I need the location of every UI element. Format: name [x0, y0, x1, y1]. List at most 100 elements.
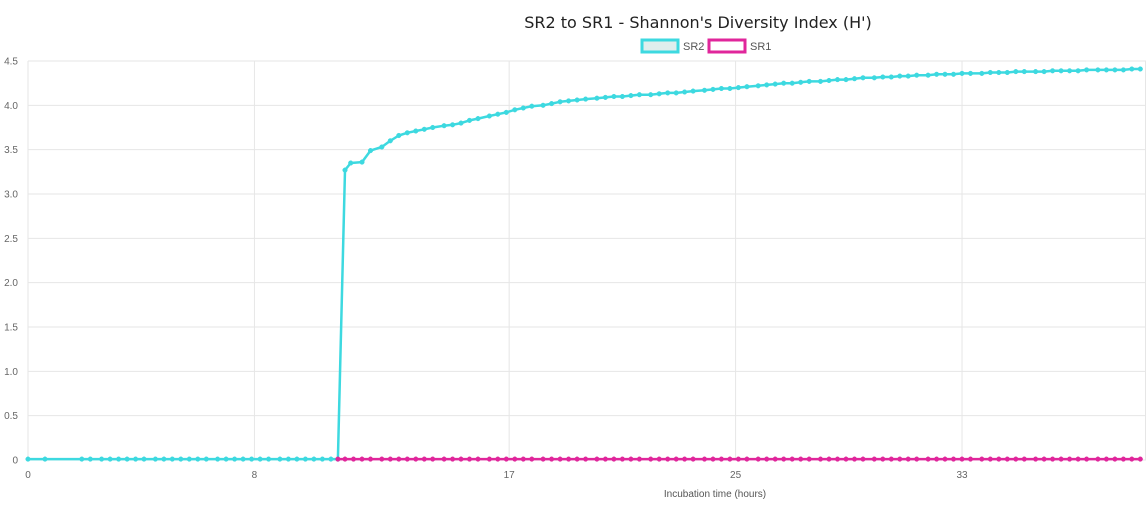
data-point-sr2[interactable]: [772, 81, 778, 87]
data-point-sr1[interactable]: [486, 456, 492, 462]
data-point-sr1[interactable]: [335, 456, 341, 462]
data-point-sr1[interactable]: [557, 456, 563, 462]
data-point-sr2[interactable]: [979, 70, 985, 76]
data-point-sr1[interactable]: [396, 456, 402, 462]
data-point-sr2[interactable]: [602, 94, 608, 100]
data-point-sr2[interactable]: [319, 456, 325, 462]
data-point-sr2[interactable]: [215, 456, 221, 462]
data-point-sr1[interactable]: [690, 456, 696, 462]
data-point-sr1[interactable]: [450, 456, 456, 462]
data-point-sr2[interactable]: [1120, 67, 1126, 73]
data-point-sr2[interactable]: [450, 122, 456, 128]
data-point-sr2[interactable]: [387, 138, 393, 144]
data-point-sr2[interactable]: [682, 89, 688, 95]
data-point-sr2[interactable]: [959, 70, 965, 76]
data-point-sr1[interactable]: [880, 456, 886, 462]
data-point-sr2[interactable]: [79, 456, 85, 462]
data-point-sr1[interactable]: [735, 456, 741, 462]
data-point-sr2[interactable]: [934, 71, 940, 77]
data-point-sr2[interactable]: [107, 456, 113, 462]
data-point-sr1[interactable]: [950, 456, 957, 462]
data-point-sr2[interactable]: [285, 456, 291, 462]
data-point-sr1[interactable]: [1112, 456, 1118, 462]
data-point-sr2[interactable]: [294, 456, 300, 462]
data-point-sr2[interactable]: [1050, 68, 1056, 74]
data-point-sr1[interactable]: [421, 456, 427, 462]
data-point-sr2[interactable]: [843, 77, 849, 83]
data-point-sr2[interactable]: [557, 99, 563, 105]
data-point-sr1[interactable]: [475, 456, 481, 462]
data-point-sr2[interactable]: [203, 456, 209, 462]
data-point-sr1[interactable]: [996, 456, 1002, 462]
data-point-sr2[interactable]: [718, 85, 724, 92]
legend-item-sr1[interactable]: SR1: [707, 38, 771, 54]
data-point-sr2[interactable]: [116, 456, 122, 462]
data-point-sr2[interactable]: [673, 90, 679, 96]
data-point-sr2[interactable]: [1067, 68, 1073, 74]
data-point-sr1[interactable]: [503, 456, 509, 462]
data-point-sr1[interactable]: [367, 456, 374, 462]
data-point-sr1[interactable]: [387, 456, 393, 462]
data-point-sr2[interactable]: [905, 73, 911, 79]
data-point-sr2[interactable]: [880, 74, 886, 80]
data-point-sr2[interactable]: [421, 126, 427, 132]
data-point-sr1[interactable]: [1129, 456, 1135, 462]
data-point-sr2[interactable]: [359, 159, 365, 165]
data-point-sr1[interactable]: [673, 456, 679, 462]
data-point-sr1[interactable]: [744, 456, 750, 462]
data-point-sr2[interactable]: [656, 91, 662, 97]
data-point-sr1[interactable]: [1120, 456, 1126, 462]
data-point-sr2[interactable]: [99, 456, 105, 462]
data-point-sr2[interactable]: [1033, 69, 1039, 75]
data-point-sr1[interactable]: [602, 456, 608, 462]
data-point-sr2[interactable]: [636, 92, 642, 98]
data-point-sr2[interactable]: [1075, 68, 1081, 74]
data-point-sr2[interactable]: [495, 111, 501, 117]
data-point-sr2[interactable]: [860, 75, 866, 81]
data-point-sr2[interactable]: [1041, 69, 1047, 75]
data-point-sr2[interactable]: [42, 456, 48, 462]
data-point-sr1[interactable]: [851, 456, 858, 462]
data-point-sr2[interactable]: [789, 80, 795, 86]
data-point-sr2[interactable]: [1021, 69, 1027, 75]
data-point-sr2[interactable]: [1129, 66, 1135, 72]
data-point-sr2[interactable]: [925, 72, 931, 78]
data-point-sr1[interactable]: [888, 456, 894, 462]
data-point-sr1[interactable]: [458, 456, 464, 462]
data-point-sr2[interactable]: [413, 128, 419, 134]
data-point-sr2[interactable]: [897, 73, 903, 79]
data-point-sr2[interactable]: [152, 456, 158, 462]
data-point-sr2[interactable]: [404, 130, 410, 136]
data-point-sr2[interactable]: [161, 456, 167, 462]
data-point-sr2[interactable]: [1095, 67, 1101, 73]
data-point-sr2[interactable]: [942, 71, 948, 77]
data-point-sr2[interactable]: [486, 113, 492, 119]
data-point-sr1[interactable]: [1004, 456, 1010, 462]
data-point-sr1[interactable]: [583, 456, 589, 462]
data-point-sr1[interactable]: [701, 456, 708, 462]
data-point-sr1[interactable]: [925, 456, 931, 462]
data-point-sr1[interactable]: [512, 456, 518, 462]
data-point-sr1[interactable]: [594, 456, 600, 462]
data-point-sr2[interactable]: [302, 456, 308, 462]
data-point-sr2[interactable]: [744, 84, 750, 90]
data-point-sr2[interactable]: [628, 93, 634, 99]
data-point-sr2[interactable]: [141, 456, 147, 462]
data-point-sr1[interactable]: [665, 456, 671, 462]
data-point-sr1[interactable]: [566, 456, 572, 462]
data-point-sr2[interactable]: [583, 96, 589, 102]
data-point-sr2[interactable]: [888, 74, 894, 80]
data-point-sr1[interactable]: [1050, 456, 1056, 462]
data-point-sr1[interactable]: [611, 456, 617, 462]
data-point-sr2[interactable]: [755, 83, 761, 89]
data-point-sr2[interactable]: [806, 78, 812, 84]
data-point-sr1[interactable]: [359, 456, 365, 462]
data-point-sr1[interactable]: [871, 456, 877, 462]
data-point-sr2[interactable]: [665, 90, 671, 96]
data-point-sr2[interactable]: [475, 116, 481, 122]
data-point-sr2[interactable]: [914, 72, 920, 78]
data-point-sr1[interactable]: [1013, 456, 1019, 462]
data-point-sr2[interactable]: [311, 456, 317, 462]
data-point-sr2[interactable]: [735, 85, 741, 91]
data-point-sr2[interactable]: [798, 79, 804, 85]
